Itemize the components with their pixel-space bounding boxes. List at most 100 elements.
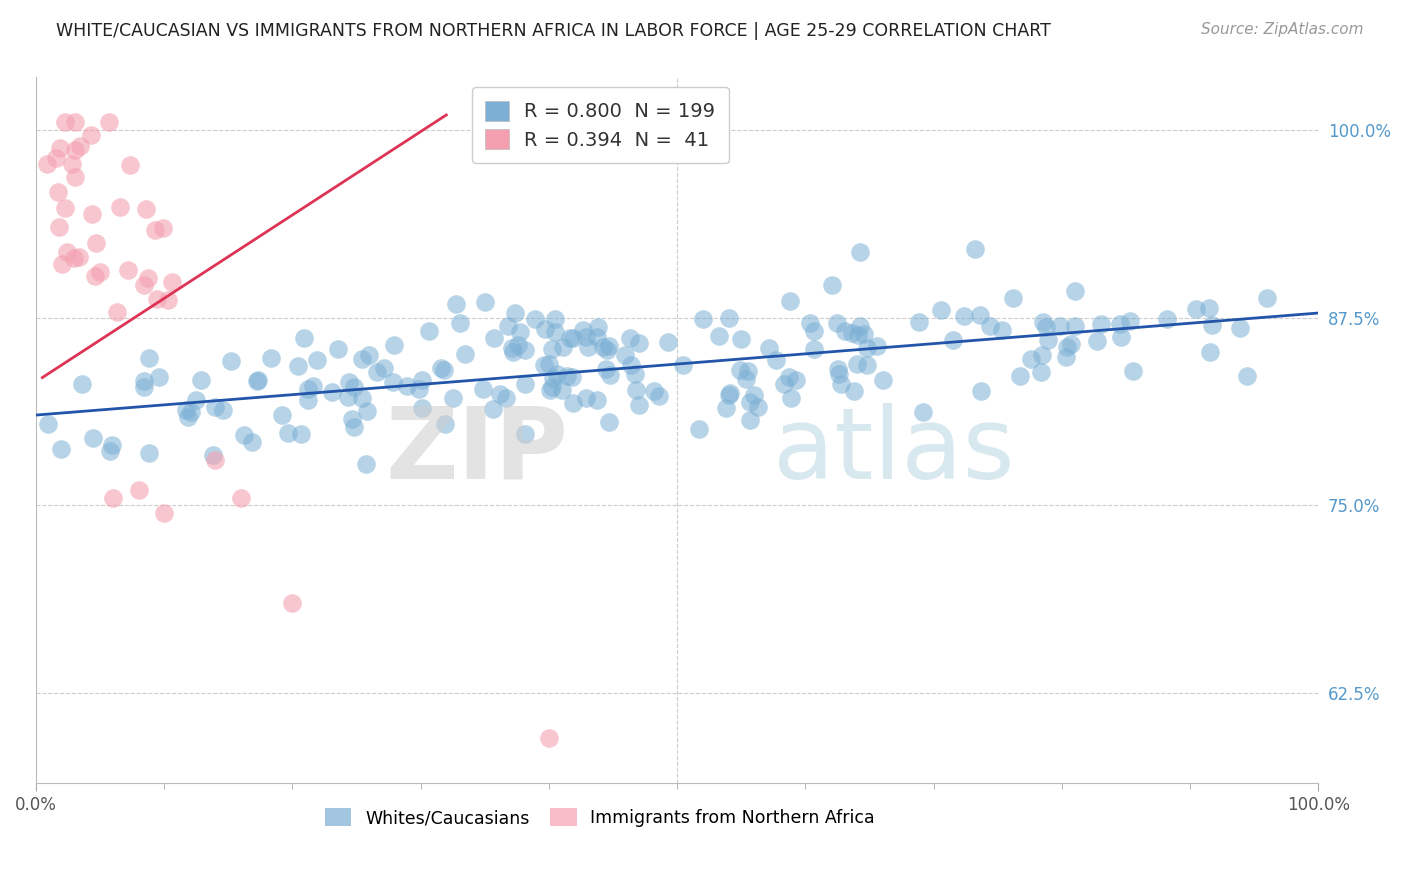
Point — [80, 128, 103, 143]
Point — [547, 367, 569, 381]
Point — [598, 416, 620, 430]
Point — [575, 329, 598, 343]
Point — [134, 374, 156, 388]
Point — [613, 347, 636, 361]
Point — [846, 328, 869, 343]
Point — [382, 337, 405, 351]
Point — [302, 379, 325, 393]
Point — [586, 320, 609, 334]
Point — [340, 412, 363, 426]
Point — [1032, 315, 1054, 329]
Point — [586, 330, 609, 344]
Point — [738, 394, 761, 409]
Point — [503, 306, 526, 320]
Point — [204, 453, 226, 467]
Point — [63, 169, 86, 184]
Point — [89, 265, 111, 279]
Point — [779, 293, 801, 308]
Point — [359, 348, 381, 362]
Point — [747, 400, 769, 414]
Point — [506, 338, 529, 352]
Point — [513, 343, 536, 357]
Point — [233, 428, 256, 442]
Point — [1060, 337, 1083, 351]
Point — [134, 277, 156, 292]
Point — [135, 202, 157, 216]
Point — [128, 483, 150, 497]
Point — [834, 324, 856, 338]
Point — [688, 422, 710, 436]
Point — [979, 319, 1001, 334]
Point — [82, 207, 104, 221]
Point — [541, 379, 564, 393]
Point — [321, 385, 343, 400]
Point — [449, 316, 471, 330]
Point — [411, 401, 433, 415]
Point — [827, 361, 849, 376]
Text: atlas: atlas — [773, 402, 1015, 500]
Point — [509, 325, 531, 339]
Point — [728, 363, 751, 377]
Point — [287, 359, 309, 373]
Point — [343, 380, 366, 394]
Point — [596, 343, 619, 358]
Point — [292, 331, 315, 345]
Point — [60, 157, 83, 171]
Point — [942, 334, 965, 348]
Point — [474, 295, 496, 310]
Point — [513, 426, 536, 441]
Point — [623, 367, 645, 381]
Point — [551, 384, 574, 398]
Point — [799, 316, 821, 330]
Point — [471, 383, 494, 397]
Point — [555, 369, 578, 384]
Point — [356, 403, 378, 417]
Point — [395, 378, 418, 392]
Point — [1109, 329, 1132, 343]
Point — [538, 383, 561, 397]
Point — [489, 387, 512, 401]
Point — [872, 373, 894, 387]
Point — [842, 384, 865, 399]
Point — [55, 245, 77, 260]
Point — [553, 340, 575, 354]
Point — [270, 408, 292, 422]
Point — [180, 405, 202, 419]
Point — [849, 319, 872, 334]
Point — [177, 410, 200, 425]
Point — [1054, 350, 1077, 364]
Point — [153, 506, 176, 520]
Point — [290, 426, 312, 441]
Point — [1049, 318, 1071, 333]
Legend: Whites/Caucasians, Immigrants from Northern Africa: Whites/Caucasians, Immigrants from North… — [318, 801, 882, 834]
Point — [785, 373, 807, 387]
Point — [454, 347, 477, 361]
Point — [1122, 364, 1144, 378]
Point — [619, 331, 641, 345]
Point — [830, 377, 852, 392]
Point — [533, 358, 555, 372]
Point — [433, 417, 456, 431]
Point — [69, 250, 91, 264]
Point — [352, 391, 374, 405]
Point — [49, 442, 72, 457]
Point — [541, 371, 564, 385]
Point — [118, 157, 141, 171]
Point — [709, 328, 731, 343]
Point — [628, 336, 651, 351]
Point — [108, 200, 131, 214]
Point — [598, 339, 620, 353]
Point — [382, 376, 405, 390]
Point — [53, 201, 76, 215]
Text: ZIP: ZIP — [385, 402, 568, 500]
Point — [433, 363, 456, 377]
Point — [69, 139, 91, 153]
Point — [737, 364, 759, 378]
Point — [852, 326, 875, 341]
Point — [37, 417, 59, 431]
Point — [908, 315, 931, 329]
Point — [1031, 348, 1053, 362]
Point — [572, 323, 595, 337]
Text: Source: ZipAtlas.com: Source: ZipAtlas.com — [1201, 22, 1364, 37]
Point — [1109, 317, 1132, 331]
